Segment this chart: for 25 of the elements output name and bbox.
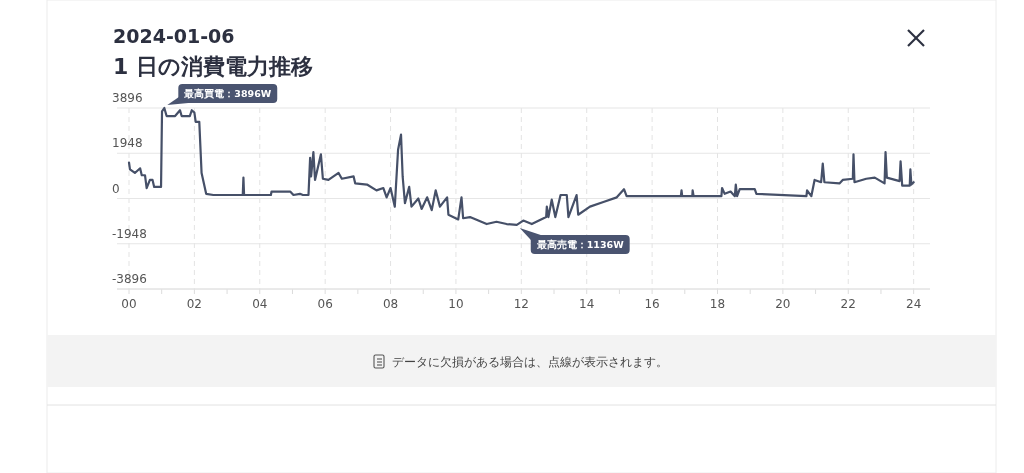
callout: 最高買電：3896W (167, 84, 278, 105)
y-tick-label: -1948 (112, 226, 147, 241)
x-tick-label: 14 (579, 297, 595, 311)
x-tick-label: 18 (709, 297, 726, 311)
x-tick-label: 08 (382, 297, 399, 311)
x-tick-label: 06 (317, 297, 333, 311)
chart-subtitle: 1 日の消費電力推移 (113, 54, 313, 79)
x-tick-label: 20 (775, 297, 791, 311)
y-tick-label: 3896 (112, 91, 143, 105)
x-tick-label: 02 (186, 297, 203, 311)
x-tick-label: 04 (252, 297, 268, 311)
callout: 最高売電：1136W (519, 227, 630, 254)
x-tick-label: 12 (513, 297, 529, 311)
y-tick-label: 0 (112, 181, 120, 196)
x-tick-label: 22 (840, 297, 856, 311)
note: データに欠損がある場合は、点線が表示されます。 (392, 355, 668, 369)
x-tick-label: 24 (906, 297, 922, 311)
y-tick-label: -3896 (112, 272, 147, 286)
annotation: 最高売電：1136W (535, 238, 625, 250)
x-tick-label: 10 (448, 297, 464, 311)
x-tick-label: 16 (644, 297, 660, 311)
x-tick-label: 00 (121, 297, 137, 311)
y-tick-label: 1948 (112, 136, 143, 151)
annotation: 最高買電：3896W (183, 88, 272, 99)
chart-title: 2024-01-06 (113, 25, 235, 47)
